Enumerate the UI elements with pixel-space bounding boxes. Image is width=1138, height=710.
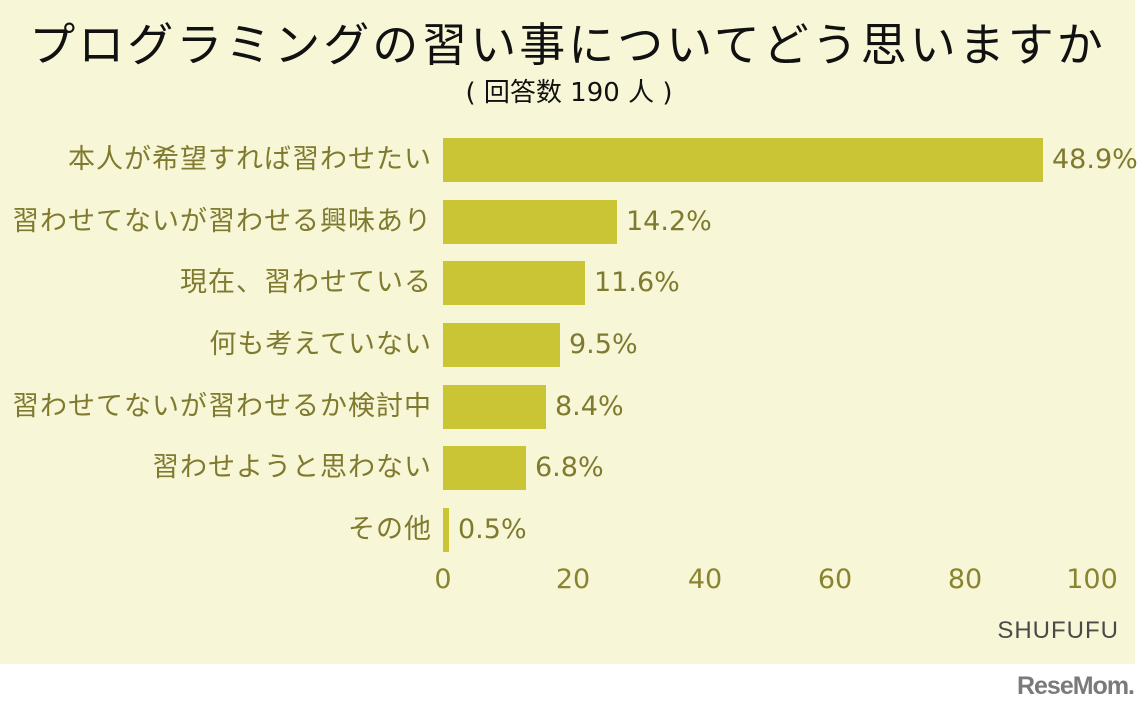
bar	[443, 508, 449, 552]
bar-row: その他 0.5%	[0, 508, 1135, 552]
bar	[443, 138, 1043, 182]
value-label: 9.5%	[569, 329, 638, 360]
value-label: 6.8%	[535, 452, 604, 483]
category-label: 習わせようと思わない	[152, 452, 432, 483]
bar	[443, 200, 617, 244]
bar-row: 習わせてないが習わせる興味あり 14.2%	[0, 200, 1135, 244]
bar	[443, 446, 526, 490]
resemom-logo: ReseMom.	[1016, 672, 1135, 700]
chart-subtitle: ( 回答数 190 人 )	[465, 78, 673, 108]
bar-row: 現在、習わせている 11.6%	[0, 261, 1135, 305]
category-label: 本人が希望すれば習わせたい	[68, 144, 432, 175]
bar	[443, 385, 546, 429]
value-label: 0.5%	[458, 514, 527, 545]
chart-panel: プログラミングの習い事についてどう思いますか ( 回答数 190 人 ) 本人が…	[0, 0, 1138, 664]
value-label: 8.4%	[555, 391, 624, 422]
bar-row: 習わせようと思わない 6.8%	[0, 446, 1135, 490]
category-label: 何も考えていない	[209, 329, 432, 360]
category-label: 習わせてないが習わせる興味あり	[12, 206, 432, 237]
value-label: 14.2%	[626, 206, 712, 237]
category-label: 現在、習わせている	[180, 267, 432, 298]
x-tick-label: 40	[687, 564, 723, 595]
source-label: SHUFUFU	[997, 617, 1119, 644]
x-tick-label: 20	[555, 564, 591, 595]
bar-row: 本人が希望すれば習わせたい 48.9%	[0, 138, 1138, 182]
value-label: 11.6%	[594, 267, 680, 298]
value-label: 48.9%	[1052, 144, 1138, 175]
x-tick-label: 80	[947, 564, 983, 595]
x-tick-label: 60	[817, 564, 853, 595]
bar-row: 何も考えていない 9.5%	[0, 323, 1135, 367]
bar	[443, 323, 560, 367]
x-tick-label: 0	[434, 564, 452, 595]
bar-row: 習わせてないが習わせるか検討中 8.4%	[0, 385, 1135, 429]
x-tick-label: 100	[1066, 564, 1118, 595]
category-label: その他	[348, 514, 432, 545]
chart-title: プログラミングの習い事についてどう思いますか	[29, 18, 1106, 72]
category-label: 習わせてないが習わせるか検討中	[12, 391, 432, 422]
bar	[443, 261, 585, 305]
